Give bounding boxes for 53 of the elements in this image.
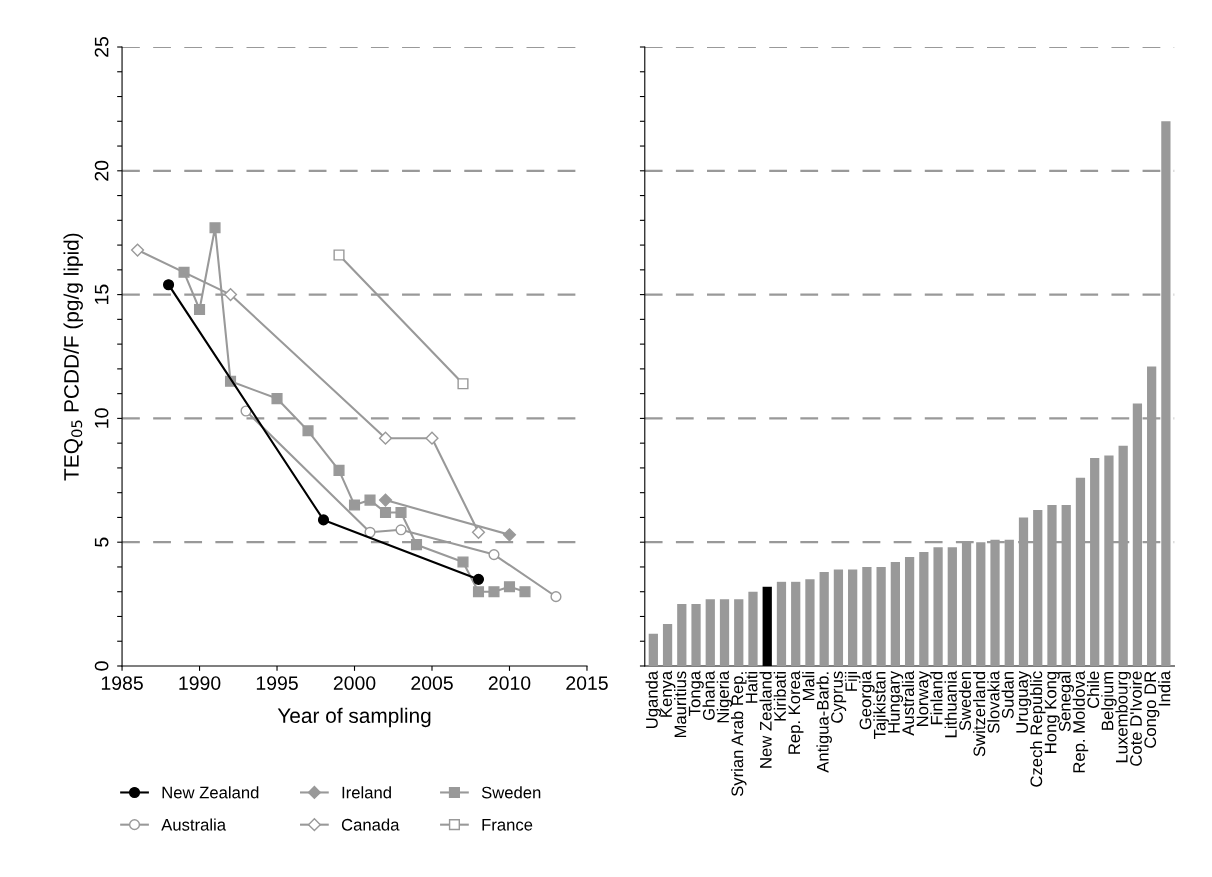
x-tick-label: Georgia [859,670,875,730]
x-tick-label: Luxembourg [1115,671,1131,763]
x-tick-label: Tajikistan [873,671,889,740]
x-tick-label: 1995 [256,676,298,690]
x-tick-label: Slovakia [987,670,1000,734]
x-tick-label: Nigeria [716,670,733,723]
legend-label: Ireland [342,786,391,799]
legend-label: New Zealand [162,786,259,799]
x-tick-label: Australia [901,670,915,736]
x-tick-label: India [1158,670,1171,706]
x-tick-label: Senegal [1058,671,1074,732]
x-tick-label: Uganda [645,670,662,728]
legend-label: Australia [161,818,227,831]
x-tick-label: Haiti [745,671,758,703]
legend-label: Sweden [481,786,541,799]
x-tick-label: Sweden [958,671,972,731]
y-tick-label: 25 [94,37,109,57]
y-tick-label: 10 [94,408,109,428]
x-axis-title: Year of sampling [277,707,431,728]
x-tick-label: Finland [930,671,943,725]
x-tick-label: 2010 [488,676,531,690]
x-tick-label: Norway [916,670,932,726]
x-tick-label: Mali [802,671,815,701]
x-tick-label: 2005 [411,676,453,690]
x-tick-label: 1990 [179,676,221,690]
x-tick-label: Cote D'Ivoire [1129,671,1142,766]
legend-label: France [482,819,533,831]
x-tick-label: Fiji [844,671,861,691]
x-tick-label: Uruguay [1016,670,1032,733]
x-tick-label: Tonga [688,670,704,716]
x-tick-label: Switzerland [973,671,986,757]
x-tick-label: Chile [1086,671,1100,708]
x-tick-label: Cyprus [831,671,847,723]
y-axis-title: TEQ$_{05}$ PCDD/F (pg/g lipid) [63,233,83,481]
x-tick-label: Ghana [702,670,715,721]
x-tick-label: 1985 [101,676,143,690]
y-tick-label: 15 [94,284,109,304]
y-tick-label: 0 [94,661,109,671]
x-tick-label: Hungary [888,670,904,733]
x-tick-label: Czech Republic [1029,671,1046,787]
legend-label: Canada [341,818,400,831]
y-tick-label: 20 [94,160,109,181]
x-tick-label: Sudan [1001,671,1014,719]
x-tick-label: 2000 [333,676,376,690]
x-tick-label: 2015 [566,676,608,690]
x-tick-label: Antigua-Barb. [816,672,832,773]
x-tick-label: Lithuania [944,670,957,738]
y-tick-label: 5 [94,537,109,547]
x-tick-label: Kenya [660,670,676,717]
x-tick-label: New Zealand [759,671,772,768]
x-tick-label: Kiribati [773,671,786,721]
x-tick-label: Mauritius [674,671,687,738]
x-tick-label: Belgium [1101,671,1117,730]
